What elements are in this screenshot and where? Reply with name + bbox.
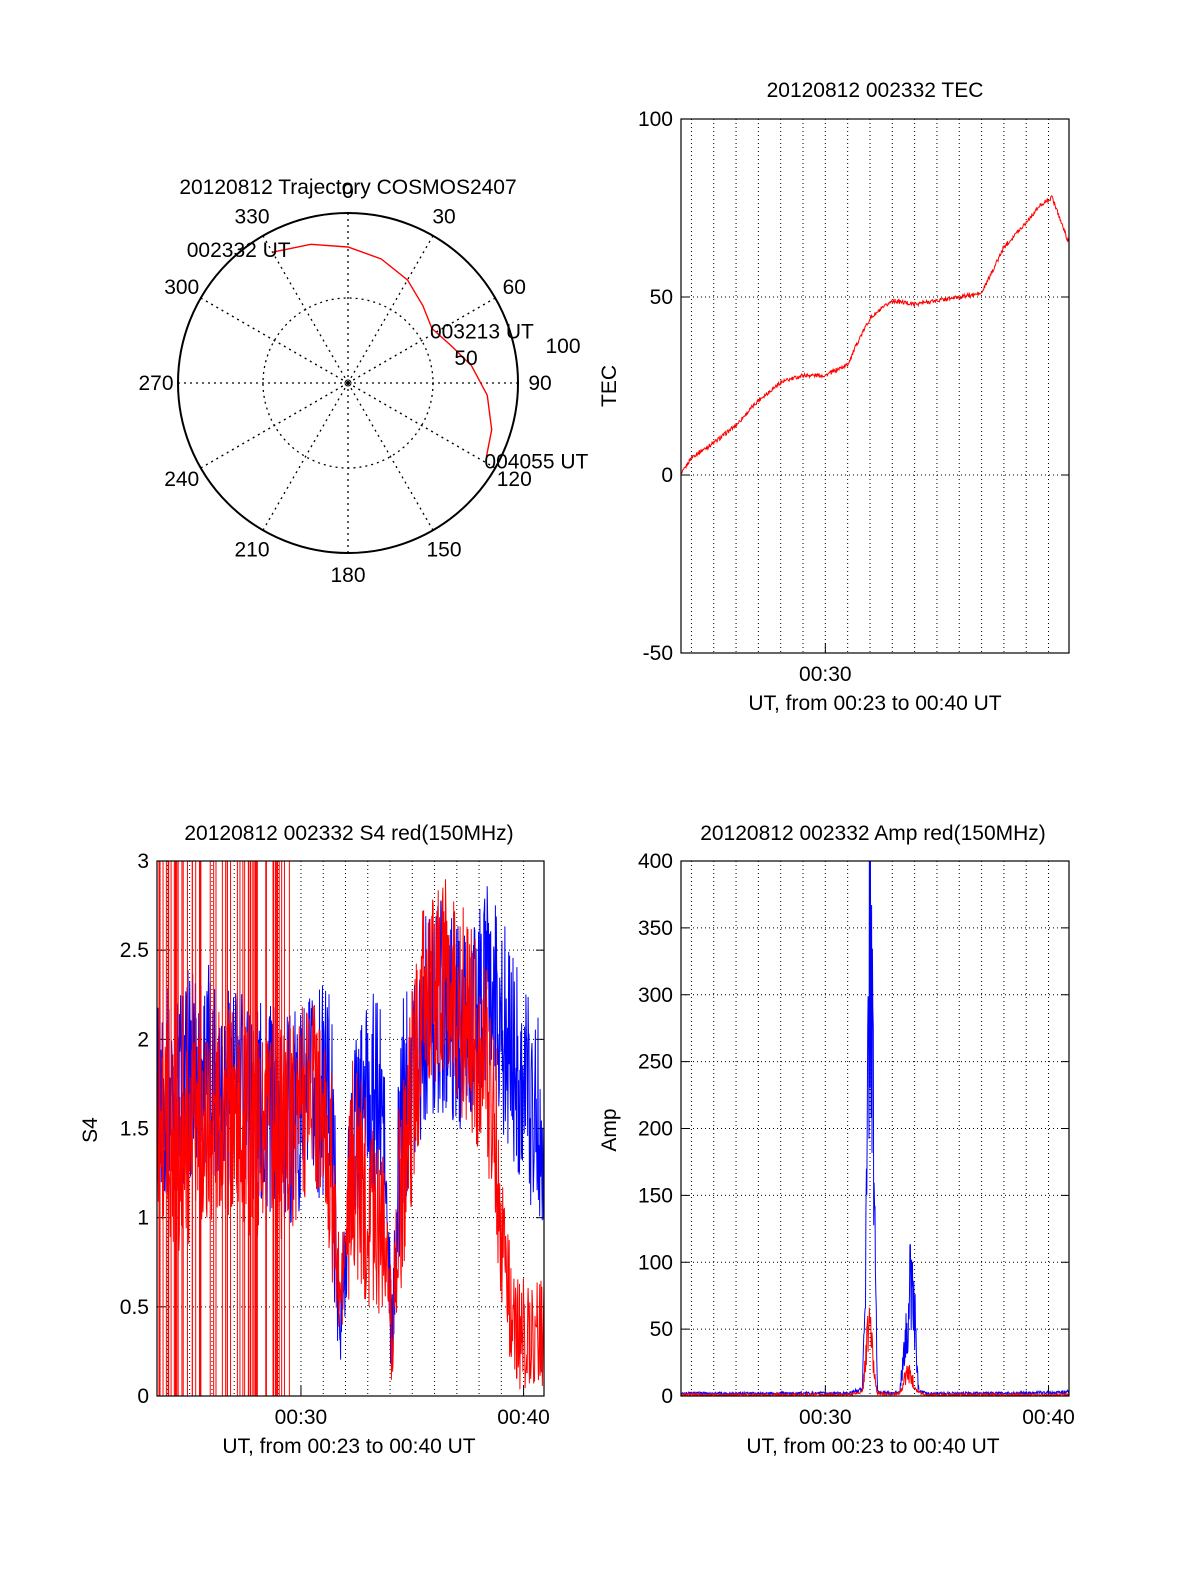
tec-series-red xyxy=(681,195,1069,475)
y-tick-label: 400 xyxy=(638,850,673,873)
trajectory-polar-plot: 20120812 Trajectory COSMOS2407 0 30 60 90 12… xyxy=(138,176,588,587)
polar-center xyxy=(344,379,352,387)
s4-series-red xyxy=(157,879,544,1390)
polar-spoke xyxy=(347,382,434,531)
s4-ylabel: S4 xyxy=(79,1117,102,1143)
x-tick-label: 00:40 xyxy=(1022,1406,1075,1429)
azimuth-label: 180 xyxy=(330,564,365,587)
y-tick-label: 300 xyxy=(638,984,673,1007)
x-tick-label: 00:30 xyxy=(275,1406,328,1429)
polar-spoke xyxy=(262,235,349,384)
y-tick-label: 0.5 xyxy=(120,1296,149,1319)
amp-xlabel: UT, from 00:23 to 00:40 UT xyxy=(746,1435,999,1458)
azimuth-label: 330 xyxy=(234,206,269,229)
plot-frame xyxy=(156,860,545,1397)
trajectory-track xyxy=(272,243,493,457)
amp-title: 20120812 002332 Amp red(150MHz) xyxy=(700,822,1046,845)
y-tick-label: 250 xyxy=(638,1051,673,1074)
s4-xlabel: UT, from 00:23 to 00:40 UT xyxy=(222,1435,475,1458)
azimuth-label: 90 xyxy=(528,372,551,395)
azimuth-label: 240 xyxy=(164,468,199,491)
trajectory-time-label: 003213 UT xyxy=(430,320,534,343)
azimuth-label: 300 xyxy=(164,276,199,299)
s4-title: 20120812 002332 S4 red(150MHz) xyxy=(184,822,513,845)
amp-series-blue xyxy=(681,861,1069,1396)
trajectory-title: 20120812 Trajectory COSMOS2407 xyxy=(179,176,516,199)
y-tick-label: 0 xyxy=(661,464,673,487)
azimuth-label: 210 xyxy=(234,538,269,561)
azimuth-label: 0 xyxy=(342,180,354,203)
y-tick-label: 50 xyxy=(650,1318,673,1341)
x-tick-label: 00:40 xyxy=(497,1406,550,1429)
trajectory-time-label: 004055 UT xyxy=(484,451,588,474)
polar-spoke xyxy=(262,382,349,531)
y-tick-label: 1 xyxy=(137,1207,149,1230)
radial-label: 50 xyxy=(454,347,477,370)
polar-labels: 0 30 60 90 120 150 180 210 240 270 300 330 50 100 0023… xyxy=(138,180,588,587)
amp-ylabel: Amp xyxy=(598,1108,621,1151)
amp-plot: 20120812 002332 Amp red(150MHz) Amp UT, … xyxy=(598,822,1075,1458)
y-tick-label: 50 xyxy=(650,286,673,309)
azimuth-label: 60 xyxy=(503,276,526,299)
polar-spoke xyxy=(200,382,349,469)
trajectory-line xyxy=(272,243,493,457)
y-tick-label: 0 xyxy=(661,1385,673,1408)
tec-title: 20120812 002332 TEC xyxy=(767,79,984,102)
y-tick-label: 100 xyxy=(638,108,673,131)
plot-frame xyxy=(680,860,1070,1397)
azimuth-label: 270 xyxy=(138,372,173,395)
y-tick-label: 350 xyxy=(638,917,673,940)
y-tick-label: 3 xyxy=(137,850,149,873)
polar-spoke xyxy=(347,297,496,384)
azimuth-label: 150 xyxy=(426,538,461,561)
polar-spoke xyxy=(347,235,434,384)
radial-label: 100 xyxy=(545,335,580,358)
y-tick-label: 2.5 xyxy=(120,939,149,962)
trajectory-time-label: 002332 UT xyxy=(187,239,291,262)
polar-spoke xyxy=(347,382,496,469)
tec-ylabel: TEC xyxy=(598,365,621,407)
y-tick-label: 100 xyxy=(638,1251,673,1274)
polar-spoke xyxy=(200,297,349,384)
azimuth-label: 120 xyxy=(497,468,532,491)
azimuth-label: 30 xyxy=(432,206,455,229)
y-tick-label: 0 xyxy=(137,1385,149,1408)
y-tick-label: 150 xyxy=(638,1184,673,1207)
x-tick-label: 00:30 xyxy=(799,1406,852,1429)
y-tick-label: -50 xyxy=(643,642,673,665)
polar-grid xyxy=(177,212,519,554)
y-tick-label: 2 xyxy=(137,1028,149,1051)
s4-plot: 20120812 002332 S4 red(150MHz) S4 UT, fr… xyxy=(79,822,550,1458)
tec-plot: 20120812 002332 TEC TEC UT, from 00:23 t… xyxy=(598,79,1070,715)
tec-xlabel: UT, from 00:23 to 00:40 UT xyxy=(748,692,1001,715)
y-tick-label: 200 xyxy=(638,1118,673,1141)
plot-frame xyxy=(680,118,1070,654)
y-tick-label: 1.5 xyxy=(120,1118,149,1141)
x-tick-label: 00:30 xyxy=(799,663,852,686)
amp-series-red xyxy=(681,1307,1069,1396)
